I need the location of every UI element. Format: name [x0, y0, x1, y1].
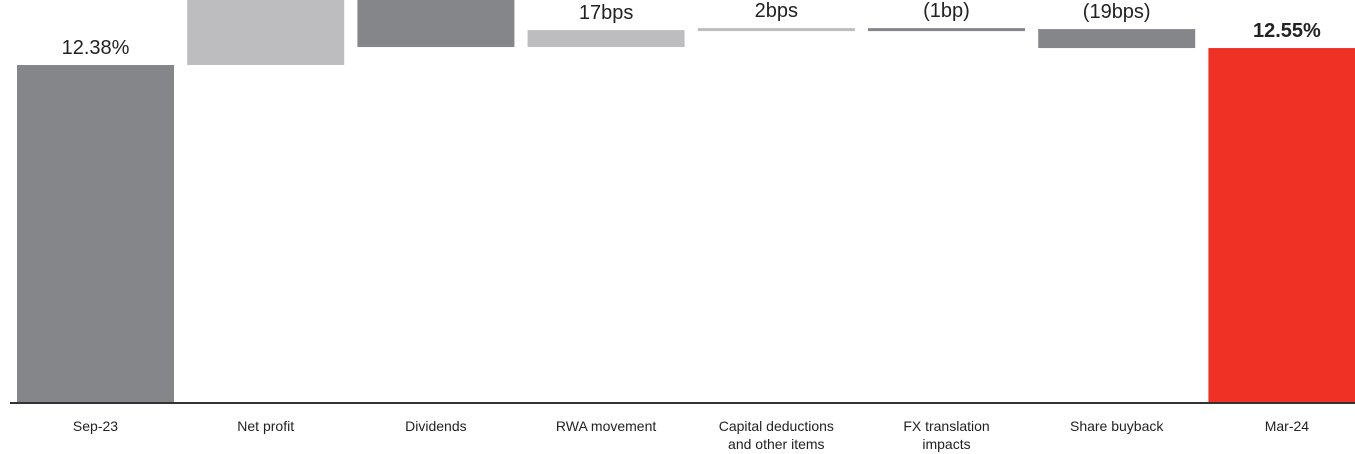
- bar-0: [17, 65, 174, 402]
- bar-2: [357, 0, 515, 48]
- bar-6: [1038, 29, 1196, 49]
- bar-1: [187, 0, 345, 65]
- category-label-3: RWA movement: [556, 418, 656, 434]
- value-label-3: 17bps: [579, 2, 634, 24]
- category-label-5-line-0: FX translation: [903, 418, 989, 434]
- bar-4: [697, 28, 855, 32]
- bar-group: [17, 0, 1355, 403]
- bar-5: [868, 28, 1025, 32]
- category-label-group: Sep-23 Net profit Dividends RWA movement Cap…: [73, 418, 1309, 452]
- category-label-5-line-1: impacts: [922, 436, 970, 452]
- value-label-7: 12.55%: [1253, 20, 1321, 42]
- value-label-4: 2bps: [755, 0, 798, 22]
- category-label-0: Sep-23: [73, 418, 118, 434]
- category-label-6: Share buyback: [1070, 418, 1164, 434]
- bar-3: [527, 30, 685, 48]
- value-label-group: 12.38%75bps(57bps)17bps2bps(1bp)(19bps)1…: [62, 0, 1321, 59]
- value-label-6: (19bps): [1083, 1, 1151, 23]
- value-label-5: (1bp): [923, 0, 970, 22]
- category-label-4-line-0: Capital deductions: [719, 418, 834, 434]
- value-label-0: 12.38%: [62, 37, 130, 59]
- category-label-1: Net profit: [237, 418, 294, 434]
- category-label-4-line-1: and other items: [728, 436, 825, 452]
- category-label-7: Mar-24: [1265, 418, 1310, 434]
- category-label-2: Dividends: [405, 418, 466, 434]
- bar-7: [1208, 48, 1355, 403]
